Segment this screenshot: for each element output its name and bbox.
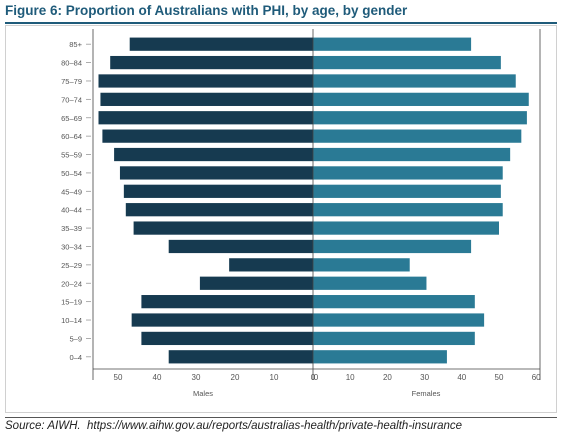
- x-tick-label-females: 30: [420, 373, 429, 382]
- female-bar: [313, 74, 516, 88]
- male-bar: [100, 92, 313, 106]
- category-label: 80–84: [61, 59, 82, 68]
- male-bar: [131, 313, 313, 327]
- axes: [86, 29, 541, 380]
- male-bar: [168, 350, 313, 364]
- x-tick-label-females: 40: [457, 373, 466, 382]
- male-bar: [102, 129, 314, 143]
- female-bars: [313, 37, 529, 364]
- category-label: 85+: [69, 40, 82, 49]
- female-bar: [313, 258, 410, 272]
- x-tick-label-males: 20: [231, 373, 240, 382]
- source-url-link[interactable]: https://www.aihw.gov.au/reports/australi…: [87, 420, 463, 432]
- x-tick-labels: 50 40 30 20 10 00 10 20 30 40 50 60: [114, 373, 542, 382]
- x-tick-label-females: 0: [314, 373, 319, 382]
- male-bar: [133, 221, 313, 235]
- category-label: 40–44: [61, 206, 82, 215]
- female-bar: [313, 313, 485, 327]
- x-axis-label-females: Females: [412, 389, 441, 398]
- x-axis-label-males: Males: [193, 389, 213, 398]
- category-label: 5–9: [69, 334, 82, 343]
- female-bar: [313, 129, 522, 143]
- female-bar: [313, 147, 511, 162]
- figure-title: Figure 6: Proportion of Australians with…: [5, 3, 408, 18]
- male-bar: [141, 295, 313, 309]
- category-label: 10–14: [61, 316, 82, 325]
- male-bar: [168, 239, 313, 254]
- male-bar: [123, 184, 313, 198]
- male-bar: [110, 55, 313, 70]
- x-tick-label-males: 10: [270, 373, 279, 382]
- source-label: Source: AIWH.: [5, 420, 81, 432]
- category-label: 20–24: [61, 279, 82, 288]
- category-label: 65–69: [61, 114, 82, 123]
- female-bar: [313, 92, 529, 106]
- female-bar: [313, 184, 501, 198]
- category-label: 75–79: [61, 77, 82, 86]
- title-divider: [5, 22, 557, 24]
- male-bar: [199, 276, 313, 290]
- female-bar: [313, 350, 447, 364]
- female-bar: [313, 111, 527, 125]
- source-note: Source: AIWH. https://www.aihw.gov.au/re…: [5, 420, 462, 432]
- x-tick-label-males: 30: [192, 373, 201, 382]
- category-label: 15–19: [61, 298, 82, 307]
- category-label: 0–4: [69, 353, 82, 362]
- x-tick-label-females: 60: [532, 373, 541, 382]
- male-bar: [125, 203, 313, 217]
- female-bar: [313, 55, 501, 70]
- category-label: 70–74: [61, 95, 82, 104]
- category-label: 30–34: [61, 242, 82, 251]
- category-labels: 85+ 80–84 75–79 70–74 65–69 60–64 55–59 50–54 45…: [61, 40, 82, 362]
- x-tick-label-females: 10: [346, 373, 355, 382]
- male-bar: [98, 74, 313, 88]
- category-label: 55–59: [61, 151, 82, 160]
- x-tick-label-males: 40: [153, 373, 162, 382]
- category-label: 25–29: [61, 261, 82, 270]
- x-tick-label-females: 50: [495, 373, 504, 382]
- male-bar: [114, 147, 313, 162]
- male-bar: [119, 166, 313, 180]
- male-bar: [229, 258, 313, 272]
- female-bar: [313, 331, 475, 346]
- male-bar: [129, 37, 313, 51]
- axis-labels: Males Females: [193, 389, 441, 398]
- x-tick-label-males: 50: [114, 373, 123, 382]
- female-bar: [313, 276, 427, 290]
- female-bar: [313, 221, 499, 235]
- female-bar: [313, 203, 503, 217]
- female-bar: [313, 239, 472, 254]
- x-tick-label-males: 0: [311, 373, 316, 382]
- male-bar: [98, 111, 313, 125]
- category-label: 45–49: [61, 187, 82, 196]
- x-tick-label-females: 20: [383, 373, 392, 382]
- source-divider: [5, 417, 557, 418]
- male-bars: [98, 37, 314, 364]
- female-bar: [313, 37, 472, 51]
- female-bar: [313, 166, 503, 180]
- male-bar: [141, 331, 313, 346]
- female-bar: [313, 295, 475, 309]
- category-label: 50–54: [61, 169, 82, 178]
- chart-frame: [5, 25, 557, 413]
- category-label: 60–64: [61, 132, 82, 141]
- category-label: 35–39: [61, 224, 82, 233]
